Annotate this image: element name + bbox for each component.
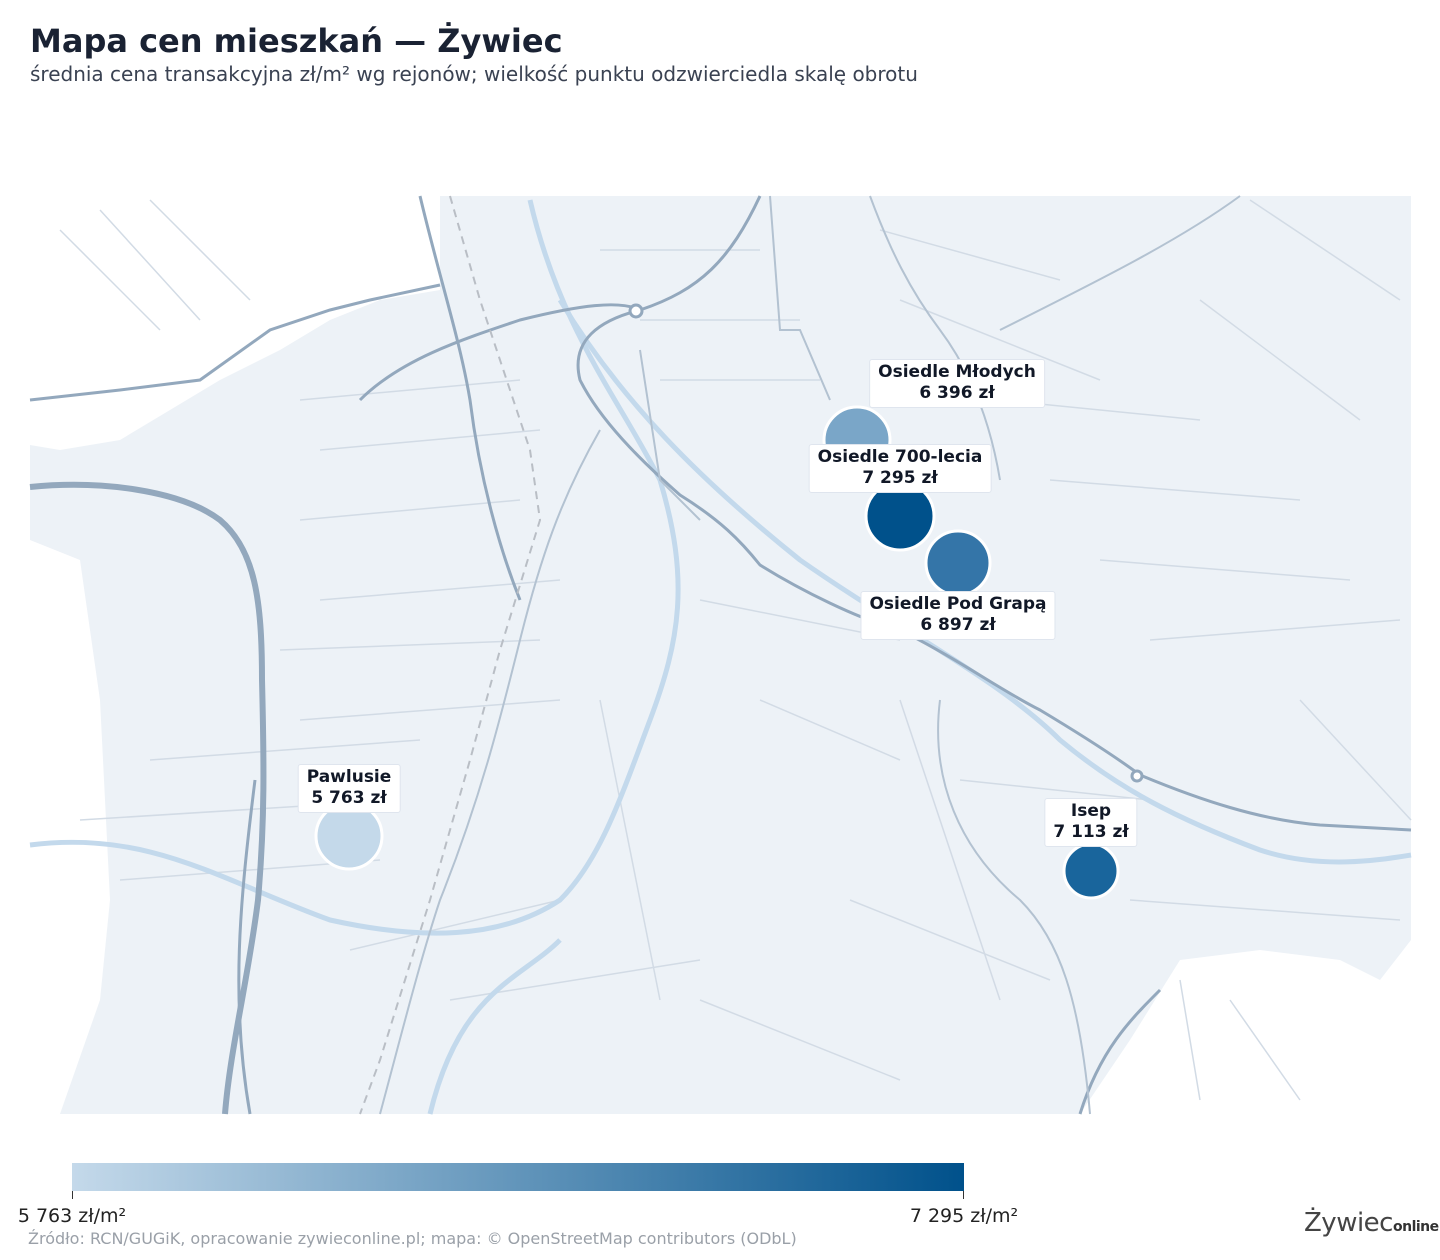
map-outside-area-nw xyxy=(30,196,440,450)
map-outside-area-se xyxy=(1080,940,1411,1114)
district-price: 7 295 zł xyxy=(862,468,938,488)
district-price: 5 763 zł xyxy=(311,788,387,808)
main-roads xyxy=(29,195,1412,1115)
secondary-roads xyxy=(379,195,1241,1115)
page-subtitle: średnia cena transakcyjna zł/m² wg rejon… xyxy=(30,62,918,86)
source-note: Źródło: RCN/GUGiK, opracowanie zywieconl… xyxy=(28,1229,797,1248)
district-label: Pawlusie 5 763 zł xyxy=(297,764,401,813)
district-price: 7 113 zł xyxy=(1053,822,1129,842)
district-label: Osiedle Pod Grapą 6 897 zł xyxy=(860,591,1056,640)
logo: Żywieconline xyxy=(1304,1208,1439,1238)
scale-tick-max xyxy=(963,1191,964,1199)
district-name: Osiedle Pod Grapą xyxy=(869,594,1047,614)
railway xyxy=(359,195,542,1115)
district-label: Isep 7 113 zł xyxy=(1044,798,1138,847)
logo-suffix: online xyxy=(1392,1219,1439,1235)
district-marker[interactable] xyxy=(924,529,992,597)
roundabout xyxy=(1130,769,1144,783)
district-marker[interactable] xyxy=(1062,842,1120,900)
district-name: Osiedle Młodych xyxy=(878,362,1036,382)
minor-streets xyxy=(59,199,1412,1101)
district-price: 6 897 zł xyxy=(920,615,996,635)
scale-min-label: 5 763 zł/m² xyxy=(17,1205,127,1227)
district-label: Osiedle 700-lecia 7 295 zł xyxy=(808,444,992,493)
district-name: Isep xyxy=(1070,801,1112,821)
roundabout xyxy=(628,303,644,319)
scale-tick-min xyxy=(72,1191,73,1199)
scale-max-label: 7 295 zł/m² xyxy=(909,1205,1019,1227)
map-outside-area-w xyxy=(30,540,110,1114)
page-title: Mapa cen mieszkań — Żywiec xyxy=(30,22,563,60)
district-name: Pawlusie xyxy=(306,767,392,787)
expressway xyxy=(29,481,267,1115)
district-markers xyxy=(314,405,1120,900)
color-scale-bar xyxy=(72,1163,964,1191)
logo-main: Żywiec xyxy=(1304,1208,1393,1238)
district-price: 6 396 zł xyxy=(919,383,995,403)
district-label: Osiedle Młodych 6 396 zł xyxy=(869,359,1045,408)
district-name: Osiedle 700-lecia xyxy=(817,447,983,467)
